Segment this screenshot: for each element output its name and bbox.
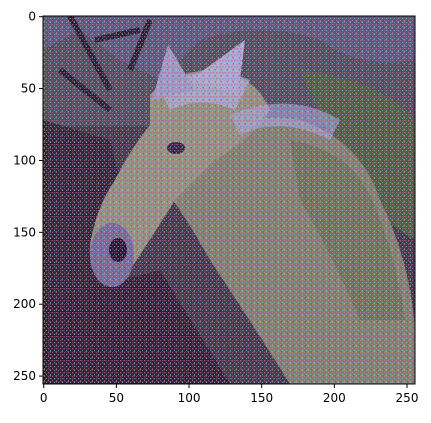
image-area [43, 16, 415, 384]
y-tick-label: 50 [21, 82, 36, 96]
x-axis: 0 50 100 150 200 250 [40, 384, 419, 405]
x-tick-label: 50 [109, 391, 124, 405]
x-tick-label: 200 [323, 391, 346, 405]
y-tick-label: 250 [13, 369, 36, 383]
y-tick-label: 200 [13, 297, 36, 311]
y-axis: 0 50 100 150 200 250 [13, 10, 43, 383]
x-tick-label: 0 [40, 391, 48, 405]
y-tick-label: 100 [13, 153, 36, 167]
y-tick-label: 0 [28, 10, 36, 24]
axes-frame [42, 15, 416, 385]
y-tick-label: 150 [13, 225, 36, 239]
x-tick-label: 100 [178, 391, 201, 405]
x-tick-label: 250 [396, 391, 419, 405]
x-tick-label: 150 [250, 391, 273, 405]
